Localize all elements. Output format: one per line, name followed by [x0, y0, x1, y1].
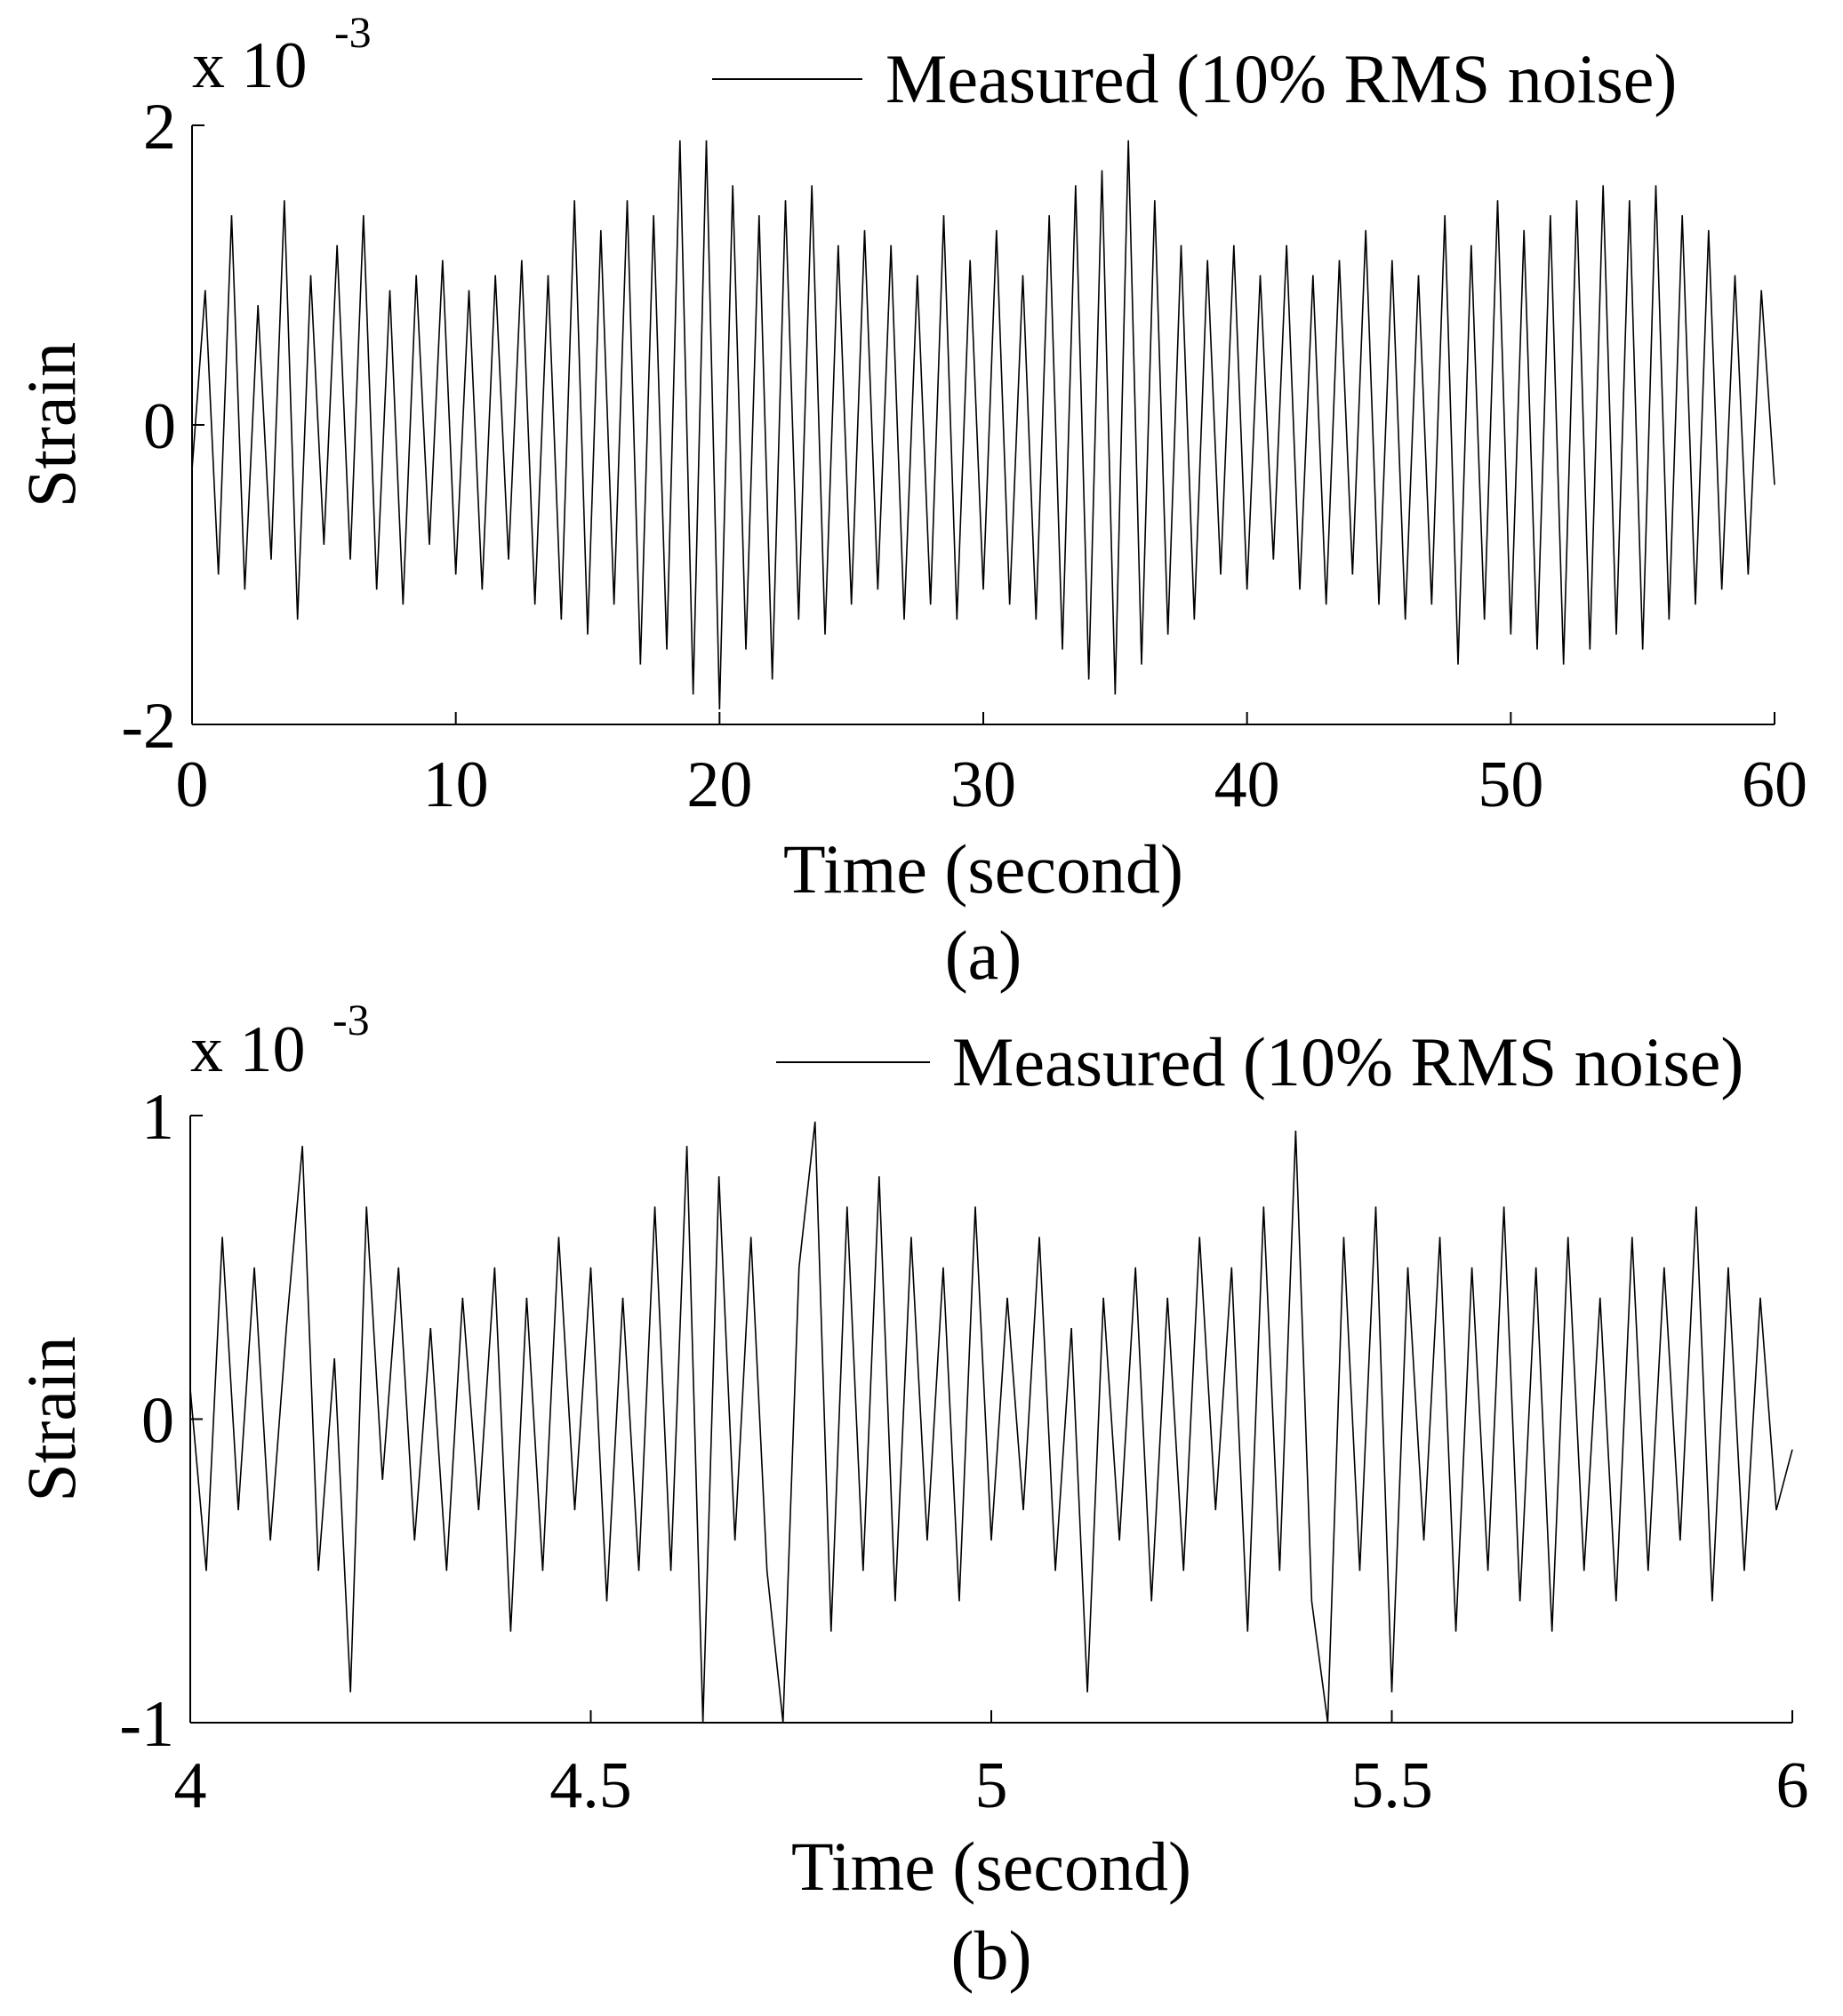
x-tick-label: 5.5 [1350, 1749, 1433, 1822]
y-axis-label: Strain [12, 342, 90, 508]
x-tick-label: 40 [1214, 748, 1280, 821]
x-tick-label: 10 [423, 748, 489, 821]
x-tick-label: 20 [686, 748, 752, 821]
x-tick-label: 4 [174, 1749, 207, 1822]
x-tick-label: 30 [950, 748, 1016, 821]
x-tick-label: 60 [1742, 748, 1807, 821]
caption: (b) [951, 1916, 1032, 1994]
caption: (a) [945, 916, 1022, 994]
axis-multiplier: x 10 [192, 29, 308, 102]
x-tick-label: 5 [975, 1749, 1008, 1822]
x-tick-label: 6 [1776, 1749, 1809, 1822]
axis-multiplier-exponent: -3 [333, 995, 370, 1044]
x-tick-label: 4.5 [549, 1749, 632, 1822]
x-tick-label: 50 [1478, 748, 1543, 821]
x-tick-label: 0 [176, 748, 209, 821]
y-tick-label: -1 [119, 1688, 174, 1761]
y-tick-label: 0 [143, 390, 176, 463]
data-line [189, 1121, 1793, 1724]
legend-label: Measured (10% RMS noise) [885, 40, 1677, 117]
x-axis-label: Time (second) [791, 1828, 1191, 1905]
y-tick-label: 2 [143, 91, 176, 164]
legend-label: Measured (10% RMS noise) [952, 1023, 1743, 1100]
axis-multiplier: x 10 [190, 1013, 306, 1086]
data-line [191, 140, 1775, 710]
y-tick-label: 0 [141, 1385, 174, 1458]
y-tick-label: -2 [121, 690, 176, 763]
x-axis-label: Time (second) [783, 830, 1183, 908]
axis-multiplier-exponent: -3 [334, 7, 372, 57]
y-tick-label: 1 [141, 1081, 174, 1154]
y-axis-label: Strain [12, 1336, 90, 1501]
